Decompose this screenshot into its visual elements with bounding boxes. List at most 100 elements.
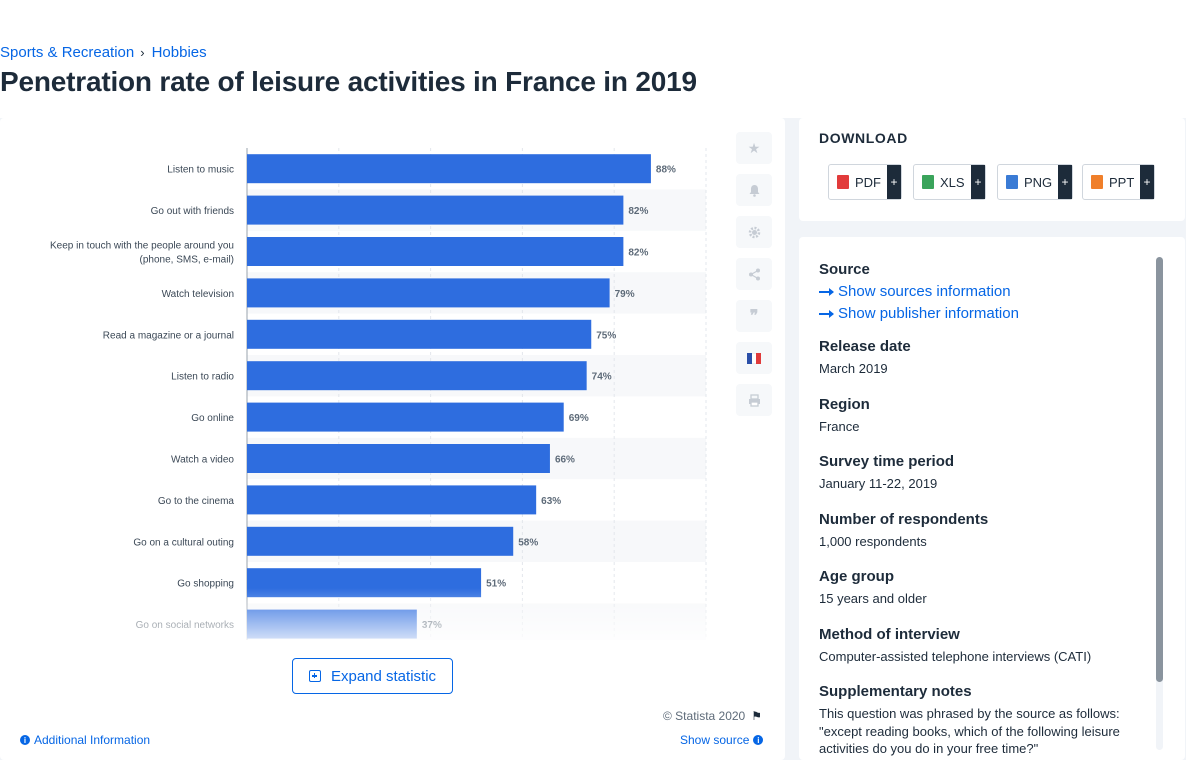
plus-icon[interactable]: + bbox=[887, 165, 901, 199]
xls-file-icon bbox=[922, 175, 934, 189]
category-label: Listen to radio bbox=[171, 372, 234, 383]
download-title: DOWNLOAD bbox=[819, 130, 908, 146]
expand-statistic-button[interactable]: Expand statistic bbox=[292, 658, 453, 694]
category-label: Go on social networks bbox=[136, 620, 234, 631]
breadcrumb: Sports & Recreation › Hobbies bbox=[0, 44, 207, 61]
data-label: 63% bbox=[541, 496, 561, 507]
data-label: 82% bbox=[628, 248, 648, 259]
breadcrumb-item-hobbies[interactable]: Hobbies bbox=[152, 44, 207, 61]
supplementary-notes-heading: Supplementary notes bbox=[819, 683, 1149, 700]
download-pdf-button[interactable]: PDF + bbox=[828, 164, 902, 200]
category-label: Go online bbox=[191, 413, 234, 424]
bar-chart: 88% Listen to music 82% Go out with friends… bbox=[0, 140, 720, 640]
data-label: 82% bbox=[628, 206, 648, 217]
survey-period-value: January 11-22, 2019 bbox=[819, 475, 1149, 493]
gear-icon[interactable] bbox=[736, 216, 772, 248]
arrow-right-icon bbox=[819, 291, 833, 293]
plus-icon[interactable]: + bbox=[971, 165, 985, 199]
category-label: Go on a cultural outing bbox=[133, 537, 234, 548]
bar bbox=[247, 610, 417, 639]
info-icon: i bbox=[20, 735, 30, 745]
data-label: 88% bbox=[656, 165, 676, 176]
show-sources-label: Show sources information bbox=[838, 283, 1011, 300]
age-group-value: 15 years and older bbox=[819, 590, 1149, 608]
age-group-heading: Age group bbox=[819, 568, 1149, 585]
data-label: 51% bbox=[486, 579, 506, 590]
data-label: 74% bbox=[592, 372, 612, 383]
france-flag-icon[interactable] bbox=[736, 342, 772, 374]
download-xls-button[interactable]: XLS + bbox=[913, 164, 986, 200]
bar bbox=[247, 154, 651, 183]
download-ppt-label: PPT bbox=[1109, 175, 1134, 190]
breadcrumb-item-sports[interactable]: Sports & Recreation bbox=[0, 44, 134, 61]
arrow-right-icon bbox=[819, 313, 833, 315]
category-label: Listen to music bbox=[167, 165, 234, 176]
data-label: 66% bbox=[555, 455, 575, 466]
category-label: Go shopping bbox=[177, 579, 234, 590]
show-publisher-link[interactable]: Show publisher information bbox=[819, 305, 1149, 322]
supplementary-notes-value: This question was phrased by the source … bbox=[819, 705, 1149, 758]
data-label: 69% bbox=[569, 413, 589, 424]
info-icon: i bbox=[753, 735, 763, 745]
bar bbox=[247, 320, 591, 349]
report-flag-icon[interactable]: ⚑ bbox=[751, 709, 762, 723]
bar bbox=[247, 196, 623, 225]
ppt-file-icon bbox=[1091, 175, 1103, 189]
download-panel: DOWNLOAD PDF + XLS + PNG + PPT + bbox=[799, 118, 1185, 221]
plus-icon[interactable]: + bbox=[1140, 165, 1154, 199]
source-heading: Source bbox=[819, 261, 1149, 278]
plus-icon[interactable]: + bbox=[1058, 165, 1072, 199]
show-source-link[interactable]: Show source i bbox=[680, 733, 763, 747]
download-png-label: PNG bbox=[1024, 175, 1052, 190]
data-label: 37% bbox=[422, 620, 442, 631]
bar bbox=[247, 361, 587, 390]
region-heading: Region bbox=[819, 396, 1149, 413]
bell-icon[interactable] bbox=[736, 174, 772, 206]
category-label: Go out with friends bbox=[151, 206, 234, 217]
bar bbox=[247, 403, 564, 432]
show-publisher-label: Show publisher information bbox=[838, 305, 1019, 322]
release-date-heading: Release date bbox=[819, 338, 1149, 355]
download-png-button[interactable]: PNG + bbox=[997, 164, 1073, 200]
star-icon[interactable]: ★ bbox=[736, 132, 772, 164]
additional-information-label: Additional Information bbox=[34, 733, 150, 747]
png-file-icon bbox=[1006, 175, 1018, 189]
expand-icon bbox=[309, 670, 321, 682]
category-label: Read a magazine or a journal bbox=[103, 330, 234, 341]
respondents-value: 1,000 respondents bbox=[819, 533, 1149, 551]
download-pdf-label: PDF bbox=[855, 175, 881, 190]
pdf-file-icon bbox=[837, 175, 849, 189]
bar bbox=[247, 444, 550, 473]
info-panel: Source Show sources information Show pub… bbox=[799, 237, 1185, 760]
data-label: 58% bbox=[518, 537, 538, 548]
category-label: Watch television bbox=[162, 289, 234, 300]
info-scrollbar-thumb[interactable] bbox=[1156, 257, 1163, 682]
bar bbox=[247, 485, 536, 514]
survey-period-heading: Survey time period bbox=[819, 453, 1149, 470]
copyright-text: © Statista 2020 bbox=[663, 709, 745, 723]
download-ppt-button[interactable]: PPT + bbox=[1082, 164, 1155, 200]
chart-panel: 88% Listen to music 82% Go out with friends… bbox=[0, 118, 785, 760]
download-xls-label: XLS bbox=[940, 175, 965, 190]
info-scrollbar[interactable] bbox=[1156, 257, 1163, 750]
bar bbox=[247, 568, 481, 597]
copyright: © Statista 2020 ⚑ bbox=[663, 709, 762, 723]
show-sources-link[interactable]: Show sources information bbox=[819, 283, 1149, 300]
print-icon[interactable] bbox=[736, 384, 772, 416]
info-content: Source Show sources information Show pub… bbox=[819, 261, 1149, 758]
show-source-label: Show source bbox=[680, 733, 749, 747]
category-label: Keep in touch with the people around you… bbox=[50, 241, 234, 266]
method-heading: Method of interview bbox=[819, 626, 1149, 643]
additional-information-link[interactable]: i Additional Information bbox=[20, 733, 150, 747]
bar bbox=[247, 237, 623, 266]
category-label: Go to the cinema bbox=[158, 496, 235, 507]
bar bbox=[247, 527, 513, 556]
data-label: 75% bbox=[596, 330, 616, 341]
respondents-heading: Number of respondents bbox=[819, 511, 1149, 528]
share-icon[interactable] bbox=[736, 258, 772, 290]
page-title: Penetration rate of leisure activities i… bbox=[0, 66, 697, 98]
region-value: France bbox=[819, 418, 1149, 436]
quote-icon[interactable]: ❞ bbox=[736, 300, 772, 332]
release-date-value: March 2019 bbox=[819, 360, 1149, 378]
data-label: 79% bbox=[615, 289, 635, 300]
